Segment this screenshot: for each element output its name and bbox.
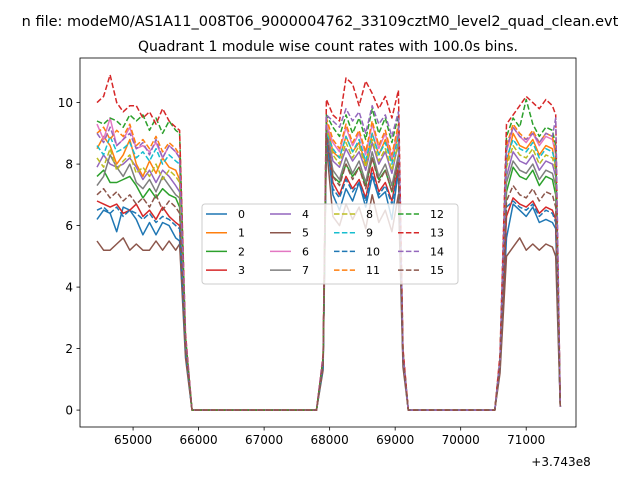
legend-label-8: 8	[366, 208, 373, 221]
x-tick-label: 68000	[311, 433, 349, 447]
legend-label-11: 11	[366, 264, 380, 277]
y-tick-label: 8	[65, 158, 73, 172]
legend-label-15: 15	[430, 264, 444, 277]
x-tick-label: 70000	[442, 433, 480, 447]
axes-frame	[79, 57, 577, 428]
legend-label-12: 12	[430, 208, 444, 221]
legend-label-3: 3	[238, 264, 245, 277]
x-tick-label: 67000	[245, 433, 283, 447]
x-tick-label: 66000	[180, 433, 218, 447]
y-tick-label: 0	[65, 404, 73, 418]
legend-label-2: 2	[238, 245, 245, 258]
legend-label-7: 7	[302, 264, 309, 277]
y-tick-label: 6	[65, 219, 73, 233]
figure-suptitle: n file: modeM0/AS1A11_008T06_9000004762_…	[22, 14, 619, 30]
plot-area: 65000 66000 67000 68000 69000 70000 71000 0 2 4 6 8…	[58, 57, 577, 447]
series-lines	[96, 74, 562, 411]
legend-label-4: 4	[302, 208, 309, 221]
x-tick-label: 71000	[507, 433, 545, 447]
chart-title: Quadrant 1 module wise count rates with …	[138, 39, 518, 55]
x-tick-label: 65000	[114, 433, 152, 447]
x-axis-offset-label: +3.743e8	[531, 455, 590, 469]
x-tick-label: 69000	[376, 433, 414, 447]
series-line-15	[96, 132, 562, 411]
legend-label-9: 9	[366, 227, 373, 240]
legend-label-14: 14	[430, 245, 444, 258]
y-tick-label: 10	[58, 96, 73, 110]
y-tick-label: 2	[65, 342, 73, 356]
y-tick-label: 4	[65, 281, 73, 295]
legend-label-1: 1	[238, 227, 245, 240]
legend-label-0: 0	[238, 208, 245, 221]
legend-box	[201, 203, 459, 285]
legend-label-5: 5	[302, 227, 309, 240]
series-line-14	[96, 104, 562, 411]
legend-label-10: 10	[366, 245, 380, 258]
legend-label-6: 6	[302, 245, 309, 258]
legend-label-13: 13	[430, 227, 444, 240]
